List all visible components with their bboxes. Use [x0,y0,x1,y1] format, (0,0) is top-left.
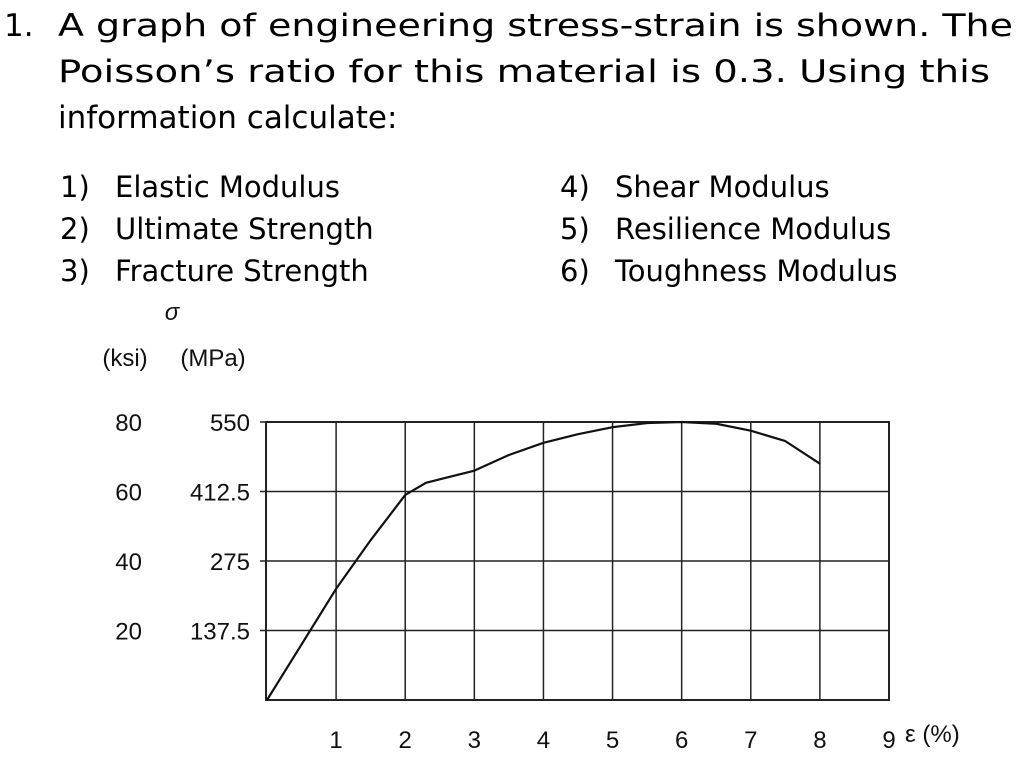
question-number: 1. [4,8,34,44]
y-tick-label: 40 [115,549,142,576]
x-tick-label: 8 [813,727,826,754]
item-text: Resilience Modulus [615,212,891,246]
y2-tick-label: 275 [210,549,250,576]
y-axis-label: (ksi) [102,345,147,372]
stress-strain-curve [266,420,821,701]
x-tick-label: 4 [537,727,550,754]
x-tick-label: 1 [329,727,342,754]
item-text: Elastic Modulus [115,170,340,204]
x-tick-label: 9 [882,727,895,754]
item-number: 3) [60,254,90,288]
x-tick-label: 3 [468,727,481,754]
item-text: Shear Modulus [615,170,830,204]
x-tick-label: 6 [675,727,688,754]
x-tick-label: 7 [744,727,757,754]
item-text: Toughness Modulus [614,254,897,288]
question-text: information calculate: [58,100,397,136]
item-number: 1) [60,170,90,204]
y2-axis-label: (MPa) [180,345,245,372]
item-number: 6) [560,254,590,288]
y-tick-label: 60 [115,480,142,507]
y2-tick-label: 137.5 [190,619,250,646]
x-tick-label: 2 [399,727,412,754]
x-axis-label: ε (%) [905,721,960,748]
y-tick-label: 20 [115,619,142,646]
question-text: Poisson’s ratio for this material is 0.3… [58,54,990,90]
question-text: A graph of engineering stress-strain is … [58,8,1013,44]
item-text: Ultimate Strength [115,212,374,246]
item-number: 4) [560,170,590,204]
y2-tick-label: 412.5 [190,480,250,507]
item-number: 5) [560,212,590,246]
item-number: 2) [60,212,90,246]
y-symbol: σ [165,299,181,326]
y2-tick-label: 550 [210,410,250,437]
x-tick-label: 5 [606,727,619,754]
item-text: Fracture Strength [115,254,369,288]
y-tick-label: 80 [115,410,142,437]
